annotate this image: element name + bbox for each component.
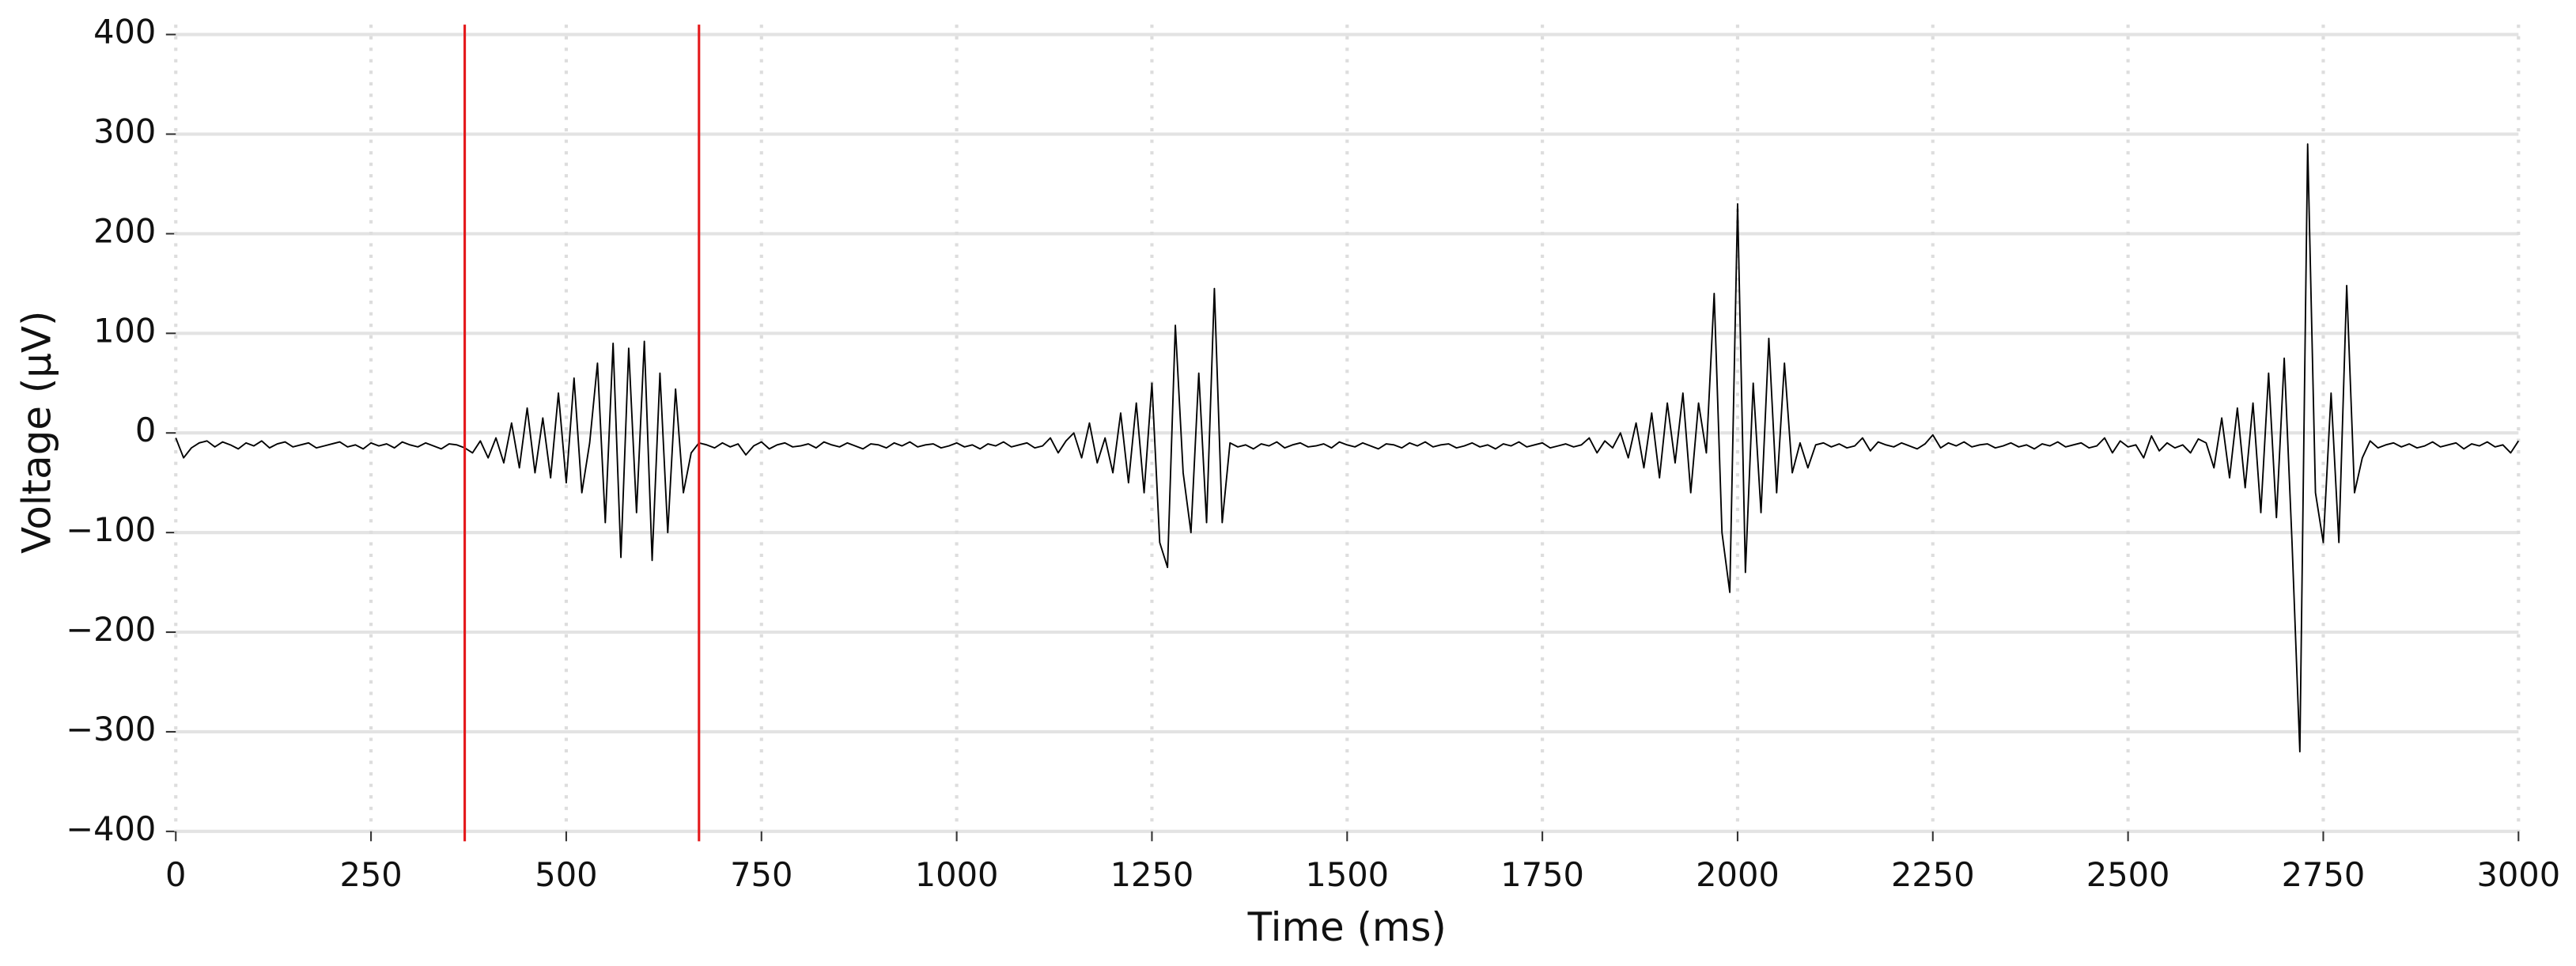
x-tick-label: 2250: [1891, 855, 1975, 894]
x-tick-label: 1750: [1500, 855, 1584, 894]
x-tick-label: 250: [339, 855, 402, 894]
y-tick-label: 200: [93, 211, 156, 250]
x-tick-label: 2000: [1696, 855, 1780, 894]
x-tick-label: 0: [165, 855, 186, 894]
x-tick-label: 750: [730, 855, 792, 894]
x-axis-label: Time (ms): [1247, 904, 1447, 950]
y-tick-label: −100: [66, 510, 156, 549]
y-tick-label: 100: [93, 311, 156, 350]
y-tick-label: −200: [66, 610, 156, 649]
y-tick-label: 0: [135, 411, 156, 449]
y-tick-label: 400: [93, 13, 156, 51]
y-tick-label: −300: [66, 710, 156, 748]
y-tick-label: 300: [93, 112, 156, 151]
x-tick-label: 2500: [2086, 855, 2170, 894]
x-tick-label: 1000: [915, 855, 999, 894]
signal-line: [175, 143, 2520, 753]
x-tick-label: 1500: [1305, 855, 1389, 894]
x-tick-label: 2750: [2282, 855, 2366, 894]
x-tick-label: 1250: [1110, 855, 1194, 894]
y-axis-label: Voltage (µV): [13, 310, 59, 553]
y-tick-label: −400: [66, 809, 156, 848]
x-tick-label: 3000: [2476, 855, 2560, 894]
x-tick-label: 500: [535, 855, 597, 894]
